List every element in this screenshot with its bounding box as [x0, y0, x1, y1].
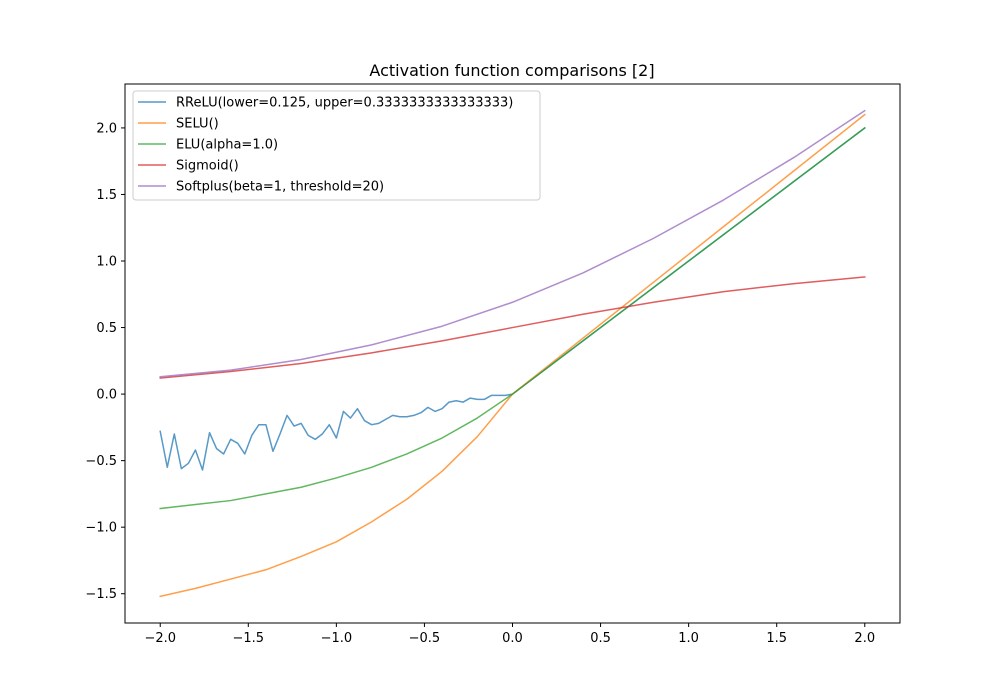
x-tick-label: 0.0 — [502, 631, 523, 646]
y-tick-label: 0.5 — [96, 321, 117, 336]
legend-label-1: SELU() — [176, 117, 219, 132]
y-tick-label: −1.0 — [85, 521, 117, 536]
x-tick-label: 0.5 — [590, 631, 611, 646]
x-tick-label: 1.5 — [766, 631, 787, 646]
x-tick-label: 1.0 — [678, 631, 699, 646]
axes-layer: −2.0 −1.5 −1.0 −0.5 0.0 0.5 1.0 1.5 2.0 −1.5 −1.0 −… — [85, 83, 901, 646]
x-tick-label: 2.0 — [854, 631, 875, 646]
x-tick-label: −1.0 — [321, 631, 353, 646]
y-tick-label: −0.5 — [85, 454, 117, 469]
legend-label-2: ELU(alpha=1.0) — [176, 138, 278, 153]
legend-label-4: Softplus(beta=1, threshold=20) — [176, 180, 384, 195]
legend-label-0: RReLU(lower=0.125, upper=0.3333333333333… — [176, 96, 513, 111]
legend: RReLU(lower=0.125, upper=0.3333333333333… — [132, 90, 541, 201]
series-layer — [159, 109, 866, 598]
y-tick-label: −1.5 — [85, 587, 117, 602]
x-tick-label: −0.5 — [409, 631, 441, 646]
x-tick-label: −1.5 — [233, 631, 265, 646]
series-line-2 — [159, 126, 866, 510]
y-tick-label: 0.0 — [96, 388, 117, 403]
series-line-4 — [159, 109, 866, 378]
series-line-1 — [159, 113, 866, 598]
legend-label-3: Sigmoid() — [176, 159, 239, 174]
x-tick-label: −2.0 — [144, 631, 176, 646]
y-tick-label: 2.0 — [96, 121, 117, 136]
y-tick-label: 1.0 — [96, 255, 117, 270]
chart-title: Activation function comparisons [2] — [369, 61, 654, 80]
series-line-3 — [159, 276, 866, 379]
legend-box — [132, 90, 541, 201]
y-tick-label: 1.5 — [96, 188, 117, 203]
